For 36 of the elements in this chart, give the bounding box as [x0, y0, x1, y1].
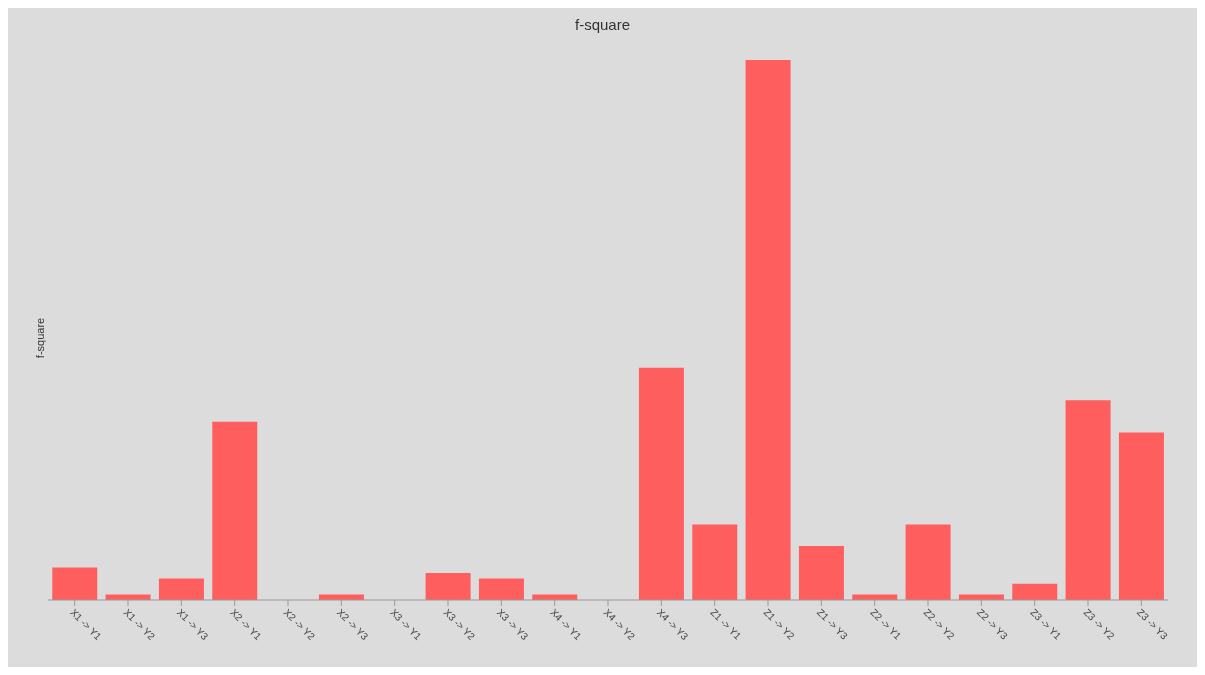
x-tick-label: X3 -> Y2: [441, 606, 478, 643]
x-tick-label: Z2 -> Y2: [921, 606, 957, 642]
bar: [905, 524, 951, 600]
bar: [478, 578, 524, 600]
bar: [1012, 583, 1058, 600]
x-tick-label: Z1 -> Y1: [708, 606, 744, 642]
x-tick-label: X4 -> Y1: [548, 606, 584, 643]
x-tick-label: X1 -> Y2: [121, 606, 158, 643]
bar: [1118, 432, 1164, 600]
x-tick-label: X3 -> Y3: [494, 606, 531, 643]
x-tick-label: Z3 -> Y1: [1028, 606, 1064, 642]
bar: [798, 546, 844, 600]
bar: [692, 524, 738, 600]
y-axis-title: f-square: [34, 317, 46, 359]
x-tick-label: Z3 -> Y2: [1081, 606, 1117, 642]
x-tick-label: X1 -> Y3: [174, 606, 211, 643]
x-tick-label: Z1 -> Y2: [761, 606, 797, 642]
x-tick-label: X4 -> Y2: [601, 606, 638, 643]
x-tick-label: Z2 -> Y3: [974, 606, 1011, 642]
x-tick-label: X2 -> Y3: [334, 606, 371, 643]
x-tick-label: Z1 -> Y3: [814, 606, 851, 642]
x-tick-label: X3 -> Y1: [388, 606, 424, 643]
bar: [158, 578, 204, 600]
bar: [1065, 400, 1111, 600]
bar: [638, 367, 684, 600]
x-tick-label: X2 -> Y2: [281, 606, 318, 643]
x-tick-label: Z2 -> Y1: [868, 606, 904, 642]
x-tick-label: X1 -> Y1: [68, 606, 104, 643]
x-tick-label: X2 -> Y1: [228, 606, 264, 643]
bar: [52, 567, 98, 600]
bar: [212, 421, 258, 600]
x-tick-label: Z3 -> Y3: [1134, 606, 1171, 642]
chart-title: f-square: [574, 15, 631, 35]
x-tick-label: X4 -> Y3: [654, 606, 691, 643]
bar: [425, 573, 471, 600]
bar: [745, 60, 791, 600]
